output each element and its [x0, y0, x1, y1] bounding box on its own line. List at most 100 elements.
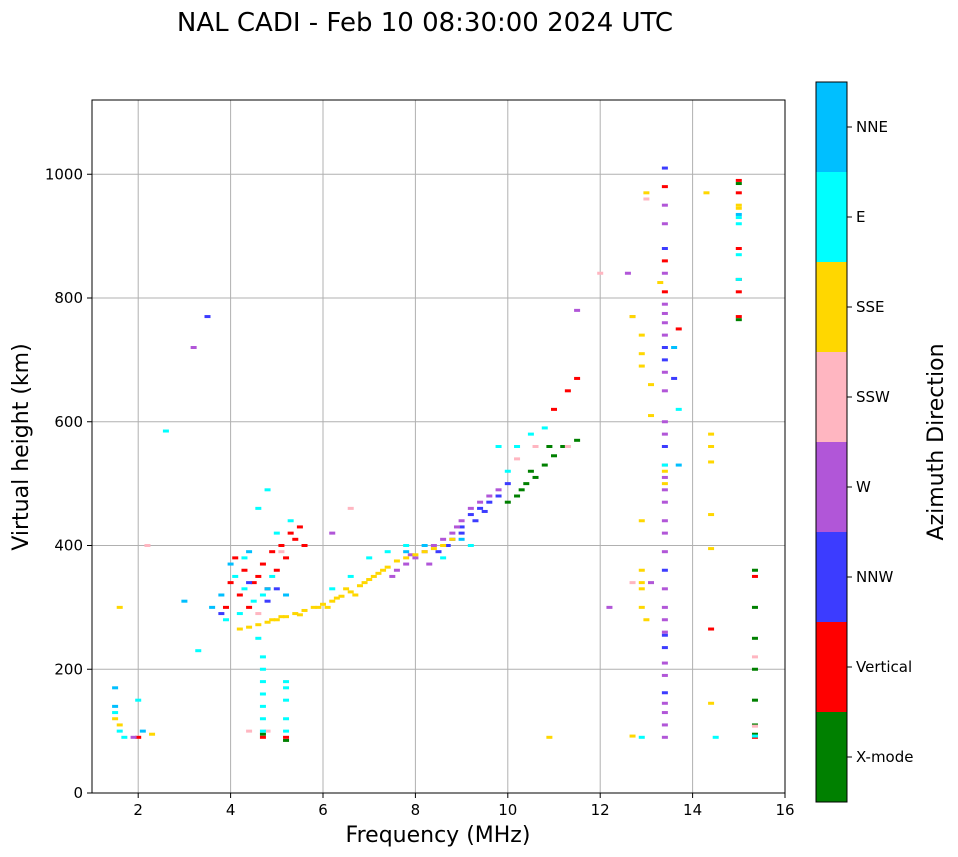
data-point [389, 574, 396, 578]
data-point [283, 738, 290, 742]
data-point [708, 445, 715, 448]
data-point [477, 500, 484, 504]
y-tick-label: 200 [54, 660, 83, 678]
x-axis: 2 4 6 8 10 12 14 16 [133, 793, 795, 819]
data-point [218, 593, 225, 597]
data-point [273, 531, 280, 535]
data-point [661, 646, 668, 650]
data-point [296, 525, 303, 529]
data-point [283, 698, 290, 702]
data-point [661, 222, 668, 226]
data-point [269, 550, 276, 554]
data-point [541, 426, 548, 430]
data-point [481, 509, 488, 513]
data-point [259, 692, 266, 696]
data-point [661, 290, 668, 294]
data-point [440, 556, 447, 560]
data-point [661, 531, 668, 535]
data-point [361, 581, 368, 585]
data-point [661, 482, 668, 486]
x-tick-label: 6 [318, 801, 328, 819]
data-point [458, 525, 465, 529]
data-point [751, 698, 758, 702]
data-point [735, 203, 742, 207]
data-point [310, 605, 317, 609]
chart-title: NAL CADI - Feb 10 08:30:00 2024 UTC [177, 8, 673, 38]
colorbar-segment [816, 712, 847, 802]
data-point [324, 605, 331, 609]
data-point [375, 571, 382, 575]
data-point [236, 612, 243, 616]
y-tick-label: 600 [54, 413, 83, 431]
data-point [708, 627, 715, 631]
data-point [661, 711, 668, 715]
data-point [564, 445, 571, 448]
data-point [246, 729, 253, 733]
data-point [449, 537, 456, 541]
data-point [273, 568, 280, 572]
data-point [751, 568, 758, 572]
data-point [629, 315, 636, 319]
data-point [735, 247, 742, 250]
data-point [269, 574, 276, 578]
data-point [643, 191, 650, 195]
data-point [624, 271, 631, 275]
colorbar-label: SSW [856, 388, 890, 406]
data-point [661, 271, 668, 275]
y-tick-label: 400 [54, 537, 83, 555]
data-point [204, 315, 211, 319]
data-point [255, 574, 262, 578]
data-point [209, 605, 216, 609]
data-point [283, 680, 290, 684]
data-point [347, 590, 354, 594]
data-point [453, 525, 460, 529]
data-point [661, 735, 668, 739]
series-w [130, 203, 668, 739]
data-point [661, 519, 668, 523]
data-point [236, 593, 243, 597]
data-point [144, 544, 151, 547]
data-point [255, 506, 262, 510]
data-point [393, 559, 400, 563]
data-point [574, 376, 581, 380]
data-point [486, 494, 493, 498]
data-point [661, 432, 668, 436]
data-point [661, 587, 668, 591]
data-point [495, 488, 502, 492]
data-point [751, 605, 758, 609]
data-point [149, 732, 156, 736]
data-point [708, 547, 715, 551]
data-point [190, 346, 197, 349]
data-point [661, 475, 668, 479]
data-point [458, 519, 465, 523]
data-point [227, 562, 234, 566]
data-point [751, 667, 758, 671]
data-marks [112, 166, 758, 742]
y-axis-title: Virtual height (km) [9, 343, 34, 550]
data-point [264, 620, 271, 624]
data-point [430, 544, 437, 547]
data-point [458, 537, 465, 541]
x-tick-label: 16 [775, 801, 794, 819]
data-point [671, 376, 678, 380]
data-point [430, 547, 437, 551]
data-point [116, 729, 123, 733]
data-point [435, 550, 442, 554]
data-point [661, 166, 668, 170]
x-tick-label: 8 [411, 801, 421, 819]
data-point [751, 724, 758, 728]
plot-area: 2 4 6 8 10 12 14 16 0 200 400 600 800 1000 [45, 99, 795, 819]
data-point [384, 565, 391, 569]
x-tick-label: 12 [591, 801, 610, 819]
data-point [255, 612, 262, 616]
data-point [643, 618, 650, 622]
data-point [661, 691, 668, 695]
data-point [467, 544, 474, 547]
data-point [135, 735, 142, 739]
data-point [356, 584, 363, 588]
data-point [112, 717, 119, 721]
data-point [661, 500, 668, 504]
data-point [638, 333, 645, 337]
data-point [574, 438, 581, 442]
data-point [661, 247, 668, 250]
